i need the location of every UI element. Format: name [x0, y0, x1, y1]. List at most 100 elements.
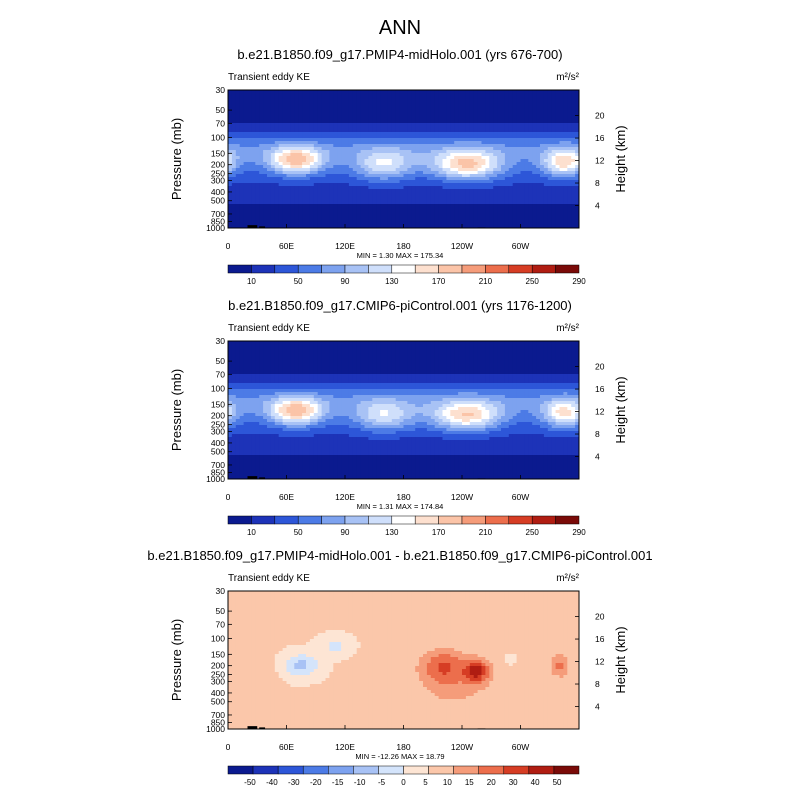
contour-cell [516, 102, 521, 106]
contour-cell [411, 90, 416, 94]
contour-cell [313, 90, 319, 94]
contour-cell [532, 150, 537, 154]
contour-cell [528, 108, 533, 112]
contour-cell [372, 195, 377, 199]
contour-cell [563, 213, 568, 217]
contour-cell [462, 192, 467, 196]
contour-cell [551, 171, 556, 175]
contour-cell [228, 102, 233, 106]
contour-cell [516, 222, 521, 226]
contour-cell [391, 168, 397, 172]
contour-cell [430, 362, 436, 366]
contour-cell [547, 344, 553, 348]
contour-cell [251, 141, 256, 145]
contour-cell [477, 159, 482, 163]
contour-cell [337, 111, 342, 115]
contour-cell [528, 189, 533, 193]
contour-cell [497, 225, 502, 229]
contour-cell [228, 180, 233, 184]
contour-cell [341, 132, 346, 136]
contour-cell [528, 171, 533, 175]
contour-cell [528, 219, 533, 223]
contour-cell [504, 117, 510, 121]
contour-cell [376, 353, 381, 357]
contour-cell [543, 341, 549, 345]
contour-cell [337, 201, 342, 205]
contour-cell [532, 105, 537, 109]
contour-cell [423, 150, 428, 154]
contour-cell [473, 147, 478, 151]
contour-cell [419, 90, 424, 94]
contour-cell [462, 350, 467, 354]
contour-cell [485, 204, 490, 208]
contour-cell [325, 344, 330, 348]
contour-cell [497, 171, 502, 175]
contour-cell [294, 201, 299, 205]
contour-cell [547, 123, 553, 127]
contour-cell [345, 186, 350, 190]
contour-cell [547, 111, 553, 115]
contour-cell [415, 99, 420, 103]
contour-cell [313, 117, 319, 121]
contour-cell [228, 99, 233, 103]
contour-cell [348, 165, 354, 169]
contour-cell [547, 153, 553, 157]
contour-cell [524, 198, 529, 202]
contour-cell [559, 93, 564, 97]
contour-cell [306, 138, 311, 142]
contour-cell [450, 120, 455, 124]
contour-cell [247, 153, 252, 157]
contour-cell [540, 186, 545, 190]
contour-cell [567, 156, 572, 160]
contour-cell [282, 198, 287, 202]
contour-cell [458, 201, 463, 205]
contour-cell [348, 132, 354, 136]
contour-cell [228, 153, 233, 157]
contour-cell [559, 177, 564, 181]
contour-cell [540, 165, 545, 169]
contour-cell [473, 120, 478, 124]
contour-cell [419, 153, 424, 157]
contour-cell [333, 341, 338, 345]
contour-cell [520, 350, 525, 354]
contour-cell [403, 192, 408, 196]
contour-cell [481, 165, 486, 169]
contour-cell [430, 138, 436, 142]
contour-cell [282, 201, 287, 205]
contour-cell [434, 117, 439, 121]
contour-cell [528, 207, 533, 211]
contour-cell [356, 123, 361, 127]
contour-cell [263, 102, 268, 106]
contour-cell [306, 111, 311, 115]
contour-cell [438, 162, 443, 166]
contour-cell [380, 162, 385, 166]
contour-cell [536, 141, 541, 145]
contour-cell [516, 359, 521, 363]
contour-cell [469, 207, 475, 211]
contour-cell [376, 105, 381, 109]
contour-cell [380, 365, 385, 369]
contour-cell [372, 210, 377, 214]
contour-cell [247, 114, 252, 118]
contour-cell [504, 225, 510, 229]
contour-cell [228, 129, 233, 133]
contour-cell [228, 174, 233, 178]
contour-cell [274, 117, 280, 121]
contour-cell [524, 353, 529, 357]
contour-cell [512, 120, 517, 124]
contour-cell [337, 362, 342, 366]
contour-cell [302, 99, 307, 103]
contour-cell [575, 210, 580, 214]
contour-cell [267, 93, 272, 97]
contour-cell [387, 222, 393, 226]
contour-cell [360, 132, 365, 136]
contour-cell [267, 99, 272, 103]
contour-cell [411, 192, 416, 196]
contour-cell [536, 144, 541, 148]
contour-cell [329, 189, 334, 193]
contour-cell [462, 341, 467, 345]
contour-cell [403, 99, 408, 103]
contour-cell [575, 347, 580, 351]
contour-cell [555, 111, 560, 115]
contour-cell [348, 207, 354, 211]
